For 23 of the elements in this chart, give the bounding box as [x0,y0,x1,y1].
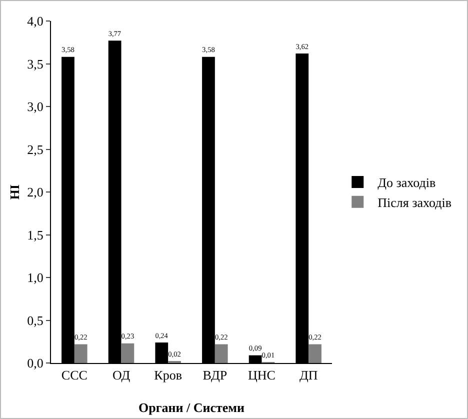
x-tick-label: Кров [154,368,182,383]
y-tick-label: 3,0 [27,99,44,114]
x-tick-label: ССС [61,368,88,383]
y-tick-label: 2,5 [27,142,44,157]
bar [121,343,134,363]
bar [214,344,228,363]
y-tick-label: 0,0 [27,356,44,371]
x-tick-label: ОД [112,368,130,383]
bar [74,344,88,363]
legend-label: Після заходів [378,194,452,210]
x-tick-label: ДП [299,368,318,383]
y-tick-label: 3,5 [27,56,44,72]
bar [308,344,322,363]
x-tick-label: ВДР [202,368,228,383]
y-tick-label: 1,5 [27,227,44,242]
y-axis-title: HI [7,184,22,200]
y-tick-label: 0,5 [27,312,44,328]
legend-label: До заходів [378,175,436,190]
x-tick-label: ЦНС [248,368,276,383]
y-tick-label: 1,0 [27,270,44,286]
y-tick-label: 4,0 [27,14,44,29]
x-axis-title: Органи / Системи [138,400,245,415]
y-tick-label: 2,0 [27,184,44,200]
